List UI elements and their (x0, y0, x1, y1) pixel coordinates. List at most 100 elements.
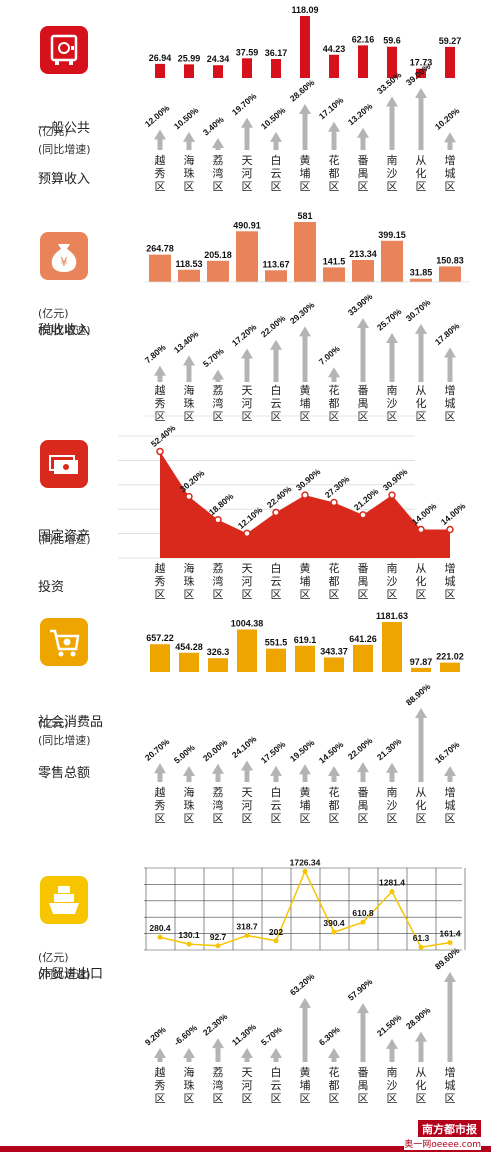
data-point (301, 491, 309, 499)
district-label: 城 (445, 167, 456, 180)
growth-arrow-head (299, 764, 311, 775)
growth-arrow-shaft (273, 1056, 279, 1062)
district-label: 越 (155, 785, 166, 799)
growth-label: 22.00% (346, 735, 375, 761)
district-label: 区 (445, 410, 456, 423)
bar-value-label: 44.23 (323, 44, 346, 54)
bar-value-label: 343.37 (320, 646, 348, 656)
district-label: 从 (416, 384, 427, 397)
district-label: 秀 (155, 575, 166, 588)
bar (440, 662, 460, 672)
district-label: 河 (242, 1079, 253, 1092)
bar-value-label: 1004.38 (231, 619, 264, 629)
growth-arrow-shaft (186, 363, 192, 382)
growth-arrow-shaft (360, 326, 366, 382)
district-label: 南 (387, 786, 398, 799)
growth-label: 14.00% (410, 501, 439, 527)
growth-arrow-shaft (186, 1056, 192, 1062)
district-label: 云 (271, 167, 282, 180)
section-title: 社会消费品 零售总额 (38, 680, 103, 816)
growth-label: 20.00% (201, 737, 230, 763)
growth-arrow-shaft (389, 340, 395, 382)
growth-arrow-head (357, 762, 369, 773)
bar-value-label: 150.83 (436, 255, 464, 265)
growth-arrow-head (270, 765, 282, 776)
district-label: 城 (445, 1079, 456, 1092)
growth-label: 22.30% (201, 1011, 230, 1037)
district-label: 海 (184, 1065, 195, 1079)
growth-arrow-head (386, 332, 398, 343)
district-label: 区 (271, 180, 282, 193)
point-value-label: 610.8 (352, 908, 374, 918)
district-label: 城 (445, 575, 456, 588)
growth-arrow-head (183, 131, 195, 142)
district-label: 湾 (213, 1078, 224, 1092)
district-label: 天 (242, 1066, 253, 1079)
district-label: 都 (329, 1079, 340, 1092)
district-label: 区 (387, 1092, 398, 1105)
growth-label: 17.80% (433, 321, 462, 347)
point-value-label: 161.4 (439, 929, 461, 939)
growth-arrow-shaft (302, 772, 308, 782)
point-value-label: 390.4 (323, 918, 345, 928)
data-point (359, 511, 367, 519)
district-label: 禺 (358, 799, 369, 812)
bar (381, 240, 403, 282)
district-label: 区 (155, 180, 166, 193)
district-label: 番 (358, 154, 369, 167)
district-label: 越 (155, 561, 166, 575)
bar-value-label: 619.1 (294, 635, 317, 645)
district-label: 秀 (155, 167, 166, 180)
data-point (331, 929, 337, 935)
bar-value-label: 1181.63 (376, 611, 408, 621)
growth-arrow-shaft (302, 334, 308, 382)
district-label: 区 (300, 588, 311, 601)
district-label: 区 (329, 410, 340, 423)
district-label: 城 (445, 397, 456, 410)
growth-label: 25.70% (375, 306, 404, 332)
bar (184, 64, 194, 78)
district-label: 海 (184, 561, 195, 575)
district-label: 秀 (155, 397, 166, 410)
growth-label: 10.50% (172, 105, 201, 131)
bar-value-label: 581 (297, 211, 312, 221)
title-line: 固定资产 (38, 529, 91, 544)
district-label: 区 (358, 812, 369, 825)
growth-label: 17.20% (230, 322, 259, 348)
growth-arrow-shaft (389, 1046, 395, 1062)
growth-label: 18.80% (207, 491, 236, 517)
bar (149, 254, 171, 282)
growth-label: 30.90% (294, 466, 323, 492)
growth-arrow-shaft (215, 377, 221, 382)
district-label: 荔 (213, 1066, 224, 1079)
bar-value-label: 221.02 (436, 652, 464, 662)
bar (445, 46, 455, 78)
district-label: 南 (387, 1066, 398, 1079)
title-line: 外贸进出口 (38, 967, 104, 982)
district-label: 化 (416, 1078, 427, 1092)
growth-arrow-shaft (157, 137, 163, 150)
growth-label: 30.70% (404, 297, 433, 323)
data-point (447, 940, 453, 946)
district-label: 都 (329, 799, 340, 812)
growth-arrow-head (183, 766, 195, 776)
growth-arrow-shaft (157, 373, 163, 382)
data-point (418, 944, 424, 950)
district-label: 区 (445, 588, 456, 601)
point-value-label: 318.7 (236, 921, 258, 931)
growth-arrow-head (328, 1048, 340, 1058)
bar (155, 63, 165, 78)
bar-value-label: 97.87 (410, 657, 433, 667)
growth-arrow-head (357, 1003, 369, 1014)
growth-arrow-head (415, 323, 427, 334)
bar (387, 46, 397, 78)
bar-value-label: 26.94 (149, 53, 172, 63)
data-point (243, 529, 251, 538)
growth-label: 21.30% (375, 736, 404, 762)
district-label: 化 (416, 166, 427, 180)
growth-arrow-head (444, 972, 456, 982)
growth-arrow-shaft (215, 1046, 221, 1062)
growth-label: 7.80% (143, 342, 168, 365)
district-label: 南 (387, 384, 398, 397)
